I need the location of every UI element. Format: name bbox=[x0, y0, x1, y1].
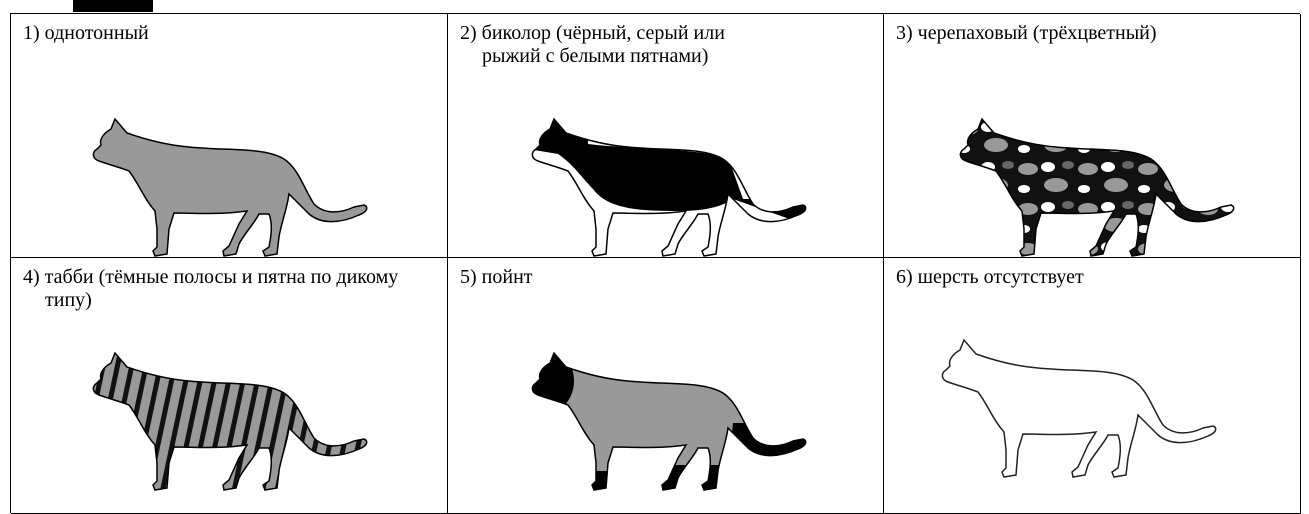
cell-label: 3) черепаховый (трёхцветный) bbox=[896, 22, 1157, 44]
table: 1) однотонный 2) биколор (чёрный, серый … bbox=[10, 13, 1301, 514]
cat-body bbox=[941, 339, 1217, 478]
cat-solid bbox=[92, 118, 368, 257]
cat-bicolor bbox=[531, 118, 807, 257]
cat-body bbox=[959, 118, 1235, 257]
cat-tabby bbox=[92, 352, 368, 491]
cell-label: 5) пойнт bbox=[460, 266, 533, 288]
cell: 3) черепаховый (трёхцветный) bbox=[884, 14, 1301, 258]
cat-hairless bbox=[941, 339, 1217, 478]
cell: 6) шерсть отсутствует bbox=[884, 258, 1301, 514]
cell-label: 1) однотонный bbox=[23, 22, 149, 44]
cat-body bbox=[532, 353, 806, 490]
cell: 4) табби (тёмные полосы и пятна по диком… bbox=[11, 258, 448, 514]
cell-label: 6) шерсть отсутствует bbox=[896, 266, 1084, 288]
cat-body bbox=[92, 352, 368, 491]
cat-point bbox=[531, 352, 807, 491]
cat-patches bbox=[532, 119, 806, 229]
header-tab bbox=[73, 0, 153, 12]
cell: 5) пойнт bbox=[448, 258, 884, 514]
cell: 1) однотонный bbox=[11, 14, 448, 258]
cat-tortoiseshell bbox=[959, 118, 1235, 257]
cell-label: 4) табби (тёмные полосы и пятна по диком… bbox=[23, 266, 399, 311]
cell-label: 2) биколор (чёрный, серый или рыжий с бе… bbox=[460, 22, 725, 67]
cell: 2) биколор (чёрный, серый или рыжий с бе… bbox=[448, 14, 884, 258]
cat-body bbox=[92, 118, 368, 257]
